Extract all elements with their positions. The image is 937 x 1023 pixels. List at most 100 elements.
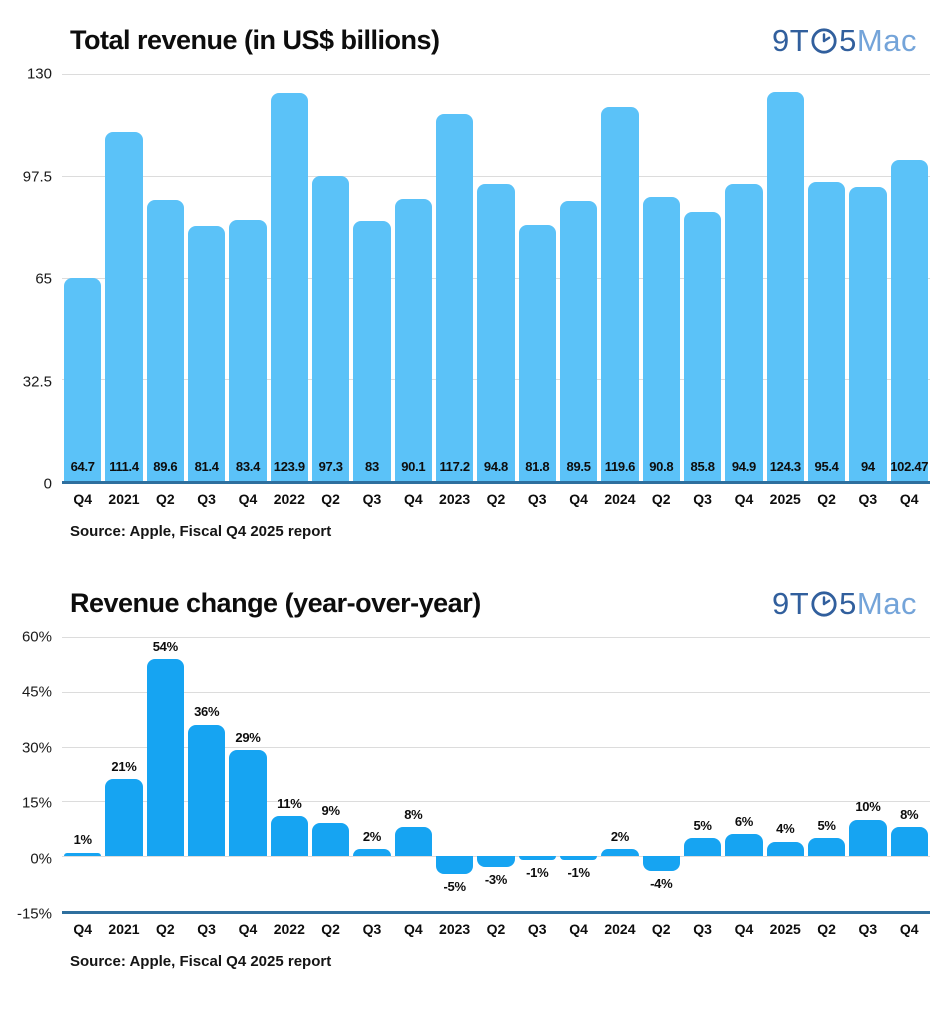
bar-slot: 111.4	[103, 74, 144, 481]
bar-slot: 119.6	[599, 74, 640, 481]
y-tick-label: -15%	[16, 905, 52, 923]
x-axis-label: 2025	[769, 921, 801, 937]
y-tick-label: 65	[35, 270, 52, 288]
bar-value-label: 36%	[194, 704, 220, 720]
bar-value-label: 111.4	[109, 458, 139, 474]
bar	[890, 826, 928, 857]
revenue-change-chart: 60% 45% 30% 15% 0% -15% 1% 21% 54% 36% 29% 11% 9% 2%…	[0, 629, 930, 937]
y-tick-label: 97.5	[22, 168, 52, 185]
bar-value-label: 83.4	[235, 458, 261, 474]
bar	[394, 826, 432, 857]
bar-slot: 90.1	[393, 74, 434, 481]
bar	[229, 219, 267, 481]
bar-value-label: 102.47	[890, 458, 929, 474]
bar	[807, 182, 846, 481]
bar	[642, 196, 680, 481]
x-axis-label: 2023	[439, 921, 471, 937]
bar-value-label: 29%	[235, 729, 261, 745]
x-axis-label: Q4	[734, 921, 754, 937]
x-axis-label: Q2	[817, 921, 836, 937]
y-tick-label: 32.5	[22, 373, 52, 390]
x-axis-label: Q4	[569, 491, 588, 507]
bar	[683, 837, 722, 857]
x-axis-label: Q2	[321, 491, 340, 507]
x-axis-label: Q3	[527, 491, 547, 507]
apple-revenue-infographic: Total revenue (in US$ billions) 9T 5 Mac…	[0, 25, 930, 970]
gridline	[62, 801, 930, 803]
y-tick-label: 130	[26, 65, 52, 83]
bar-value-label: -4%	[650, 875, 673, 891]
logo-text-mac: Mac	[856, 586, 917, 621]
bar	[725, 183, 763, 481]
bar-slot: 8%	[393, 637, 434, 911]
bar-value-label: -5%	[443, 879, 467, 895]
bar	[229, 750, 267, 857]
bar-value-label: 90.8	[649, 458, 674, 474]
source-note: Source: Apple, Fiscal Q4 2025 report	[70, 523, 332, 540]
x-axis: Q4 2021 Q2 Q3 Q4 2022 Q2 Q3 Q4 2023 Q2 Q3 Q4 2024 Q2 Q3…	[62, 921, 930, 937]
bar-series: 64.7 111.4 89.6 81.4 83.4 123.9 97.3 83 90.1 117.…	[62, 74, 930, 481]
total-revenue-chart: 130 97.5 65 32.5 0 64.7 111.4 89.6 81.4 83.4 123.…	[0, 66, 930, 507]
bar-value-label: 21%	[111, 759, 137, 775]
bar-slot: 5%	[806, 637, 847, 911]
bar	[642, 856, 680, 871]
bar-value-label: 5%	[817, 817, 836, 833]
bar	[807, 837, 846, 857]
gridline	[62, 691, 930, 693]
gridline	[62, 637, 930, 638]
bar	[394, 198, 432, 481]
y-tick-label: 15%	[21, 794, 52, 812]
x-axis-label: Q3	[693, 491, 712, 507]
x-axis-label: Q2	[155, 921, 175, 937]
bar-slot: 117.2	[434, 74, 475, 481]
x-axis-label: Q3	[858, 491, 878, 507]
bar-slot: 21%	[103, 637, 144, 911]
bar	[601, 848, 639, 857]
x-axis-label: Q3	[858, 921, 878, 937]
bar	[270, 816, 308, 857]
bar	[683, 212, 722, 481]
bar-value-label: 89.5	[566, 458, 591, 474]
bar	[311, 823, 350, 857]
bar-value-label: 2%	[610, 828, 630, 844]
bar-slot: 97.3	[310, 74, 351, 481]
bar-slot: 2%	[351, 637, 392, 911]
bar-slot: 124.3	[765, 74, 806, 481]
x-axis-label: Q4	[403, 921, 423, 937]
bar	[601, 106, 639, 481]
bar-slot: 29%	[227, 637, 268, 911]
bar-slot: 64.7	[62, 74, 103, 481]
bar-value-label: 10%	[855, 799, 881, 815]
total-revenue-section: Total revenue (in US$ billions) 9T 5 Mac…	[0, 25, 930, 540]
bar-slot: 4%	[765, 637, 806, 911]
bar-slot: 1%	[62, 637, 103, 911]
bar-slot: 8%	[889, 637, 930, 911]
bar-value-label: 124.3	[769, 458, 801, 474]
bar-slot: 94.9	[723, 74, 764, 481]
bar	[146, 658, 184, 857]
bar-value-label: 83	[365, 458, 379, 474]
clock-icon	[809, 27, 839, 55]
bar-slot: 123.9	[269, 74, 310, 481]
bar-slot: 10%	[847, 637, 888, 911]
bar-value-label: 8%	[404, 806, 423, 822]
bar-value-label: 94.8	[483, 458, 508, 474]
y-tick-label: 60%	[21, 628, 52, 646]
bar-slot: 36%	[186, 637, 227, 911]
bar-slot: -1%	[558, 637, 599, 911]
bar-slot: 83	[351, 74, 392, 481]
bar-value-label: 11%	[277, 795, 302, 811]
chart-title: Revenue change (year-over-year)	[70, 588, 481, 618]
9to5mac-logo: 9T 5 Mac	[772, 588, 917, 619]
y-tick-label: 0%	[30, 850, 52, 868]
bar-value-label: 117.2	[439, 458, 470, 474]
x-axis-label: 2022	[273, 491, 305, 507]
bar-value-label: 81.8	[525, 458, 550, 474]
gridline	[62, 175, 930, 177]
x-axis-label: Q3	[527, 921, 547, 937]
bar	[518, 856, 556, 860]
bar	[518, 224, 556, 481]
y-axis: 60% 45% 30% 15% 0% -15%	[0, 629, 62, 923]
bar	[725, 834, 763, 857]
x-axis: Q4 2021 Q2 Q3 Q4 2022 Q2 Q3 Q4 2023 Q2 Q3 Q4 2024 Q2 Q3…	[62, 491, 930, 507]
